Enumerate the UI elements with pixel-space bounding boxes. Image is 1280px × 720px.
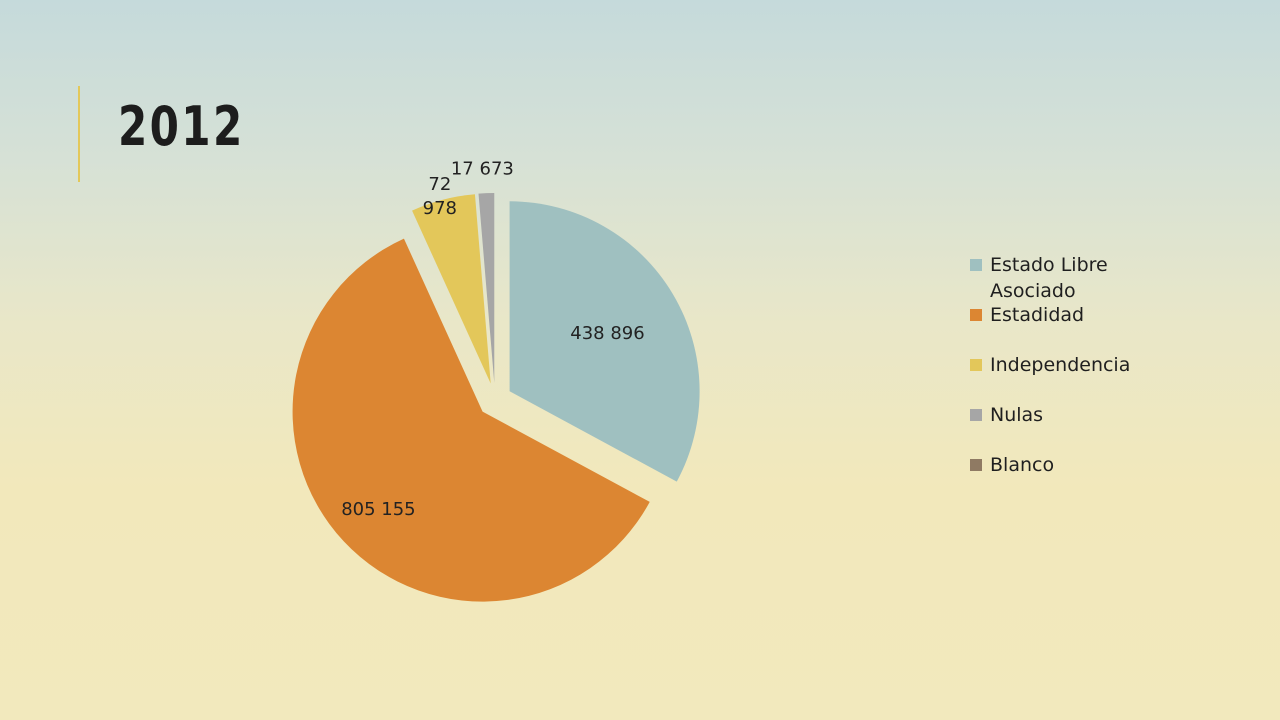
legend-swatch-nulas [970,409,982,421]
legend-item-blanco: Blanco [970,452,1170,478]
legend-item-estadidad: Estadidad [970,302,1170,352]
legend-swatch-independencia [970,359,982,371]
pie-slice-estado-libre-asociado [509,201,700,482]
legend-label-blanco: Blanco [990,454,1055,476]
legend-swatch-estado-libre-asociado [970,259,982,271]
title-accent-line [78,86,80,182]
legend-label-estado-libre-asociado: Estado Libre Asociado [990,254,1108,302]
data-label-estadidad: 805 155 [341,499,415,520]
data-label-estado-libre-asociado: 438 896 [570,323,644,344]
slide-title: 2012 [118,95,245,158]
legend-item-estado-libre-asociado: Estado Libre Asociado [970,252,1170,302]
legend-item-independencia: Independencia [970,352,1170,402]
data-label-nulas: 17 673 [451,159,514,180]
chart-legend: Estado Libre Asociado Estadidad Independ… [970,252,1170,478]
legend-swatch-blanco [970,459,982,471]
legend-item-nulas: Nulas [970,402,1170,452]
legend-label-nulas: Nulas [990,404,1044,426]
legend-label-independencia: Independencia [990,354,1131,376]
data-label-independencia: 72 978 [423,174,457,219]
pie-slice-independencia [412,194,491,384]
legend-swatch-estadidad [970,309,982,321]
pie-slice-nulas [478,193,495,384]
pie-slice-estadidad [292,238,650,602]
legend-label-estadidad: Estadidad [990,304,1085,326]
